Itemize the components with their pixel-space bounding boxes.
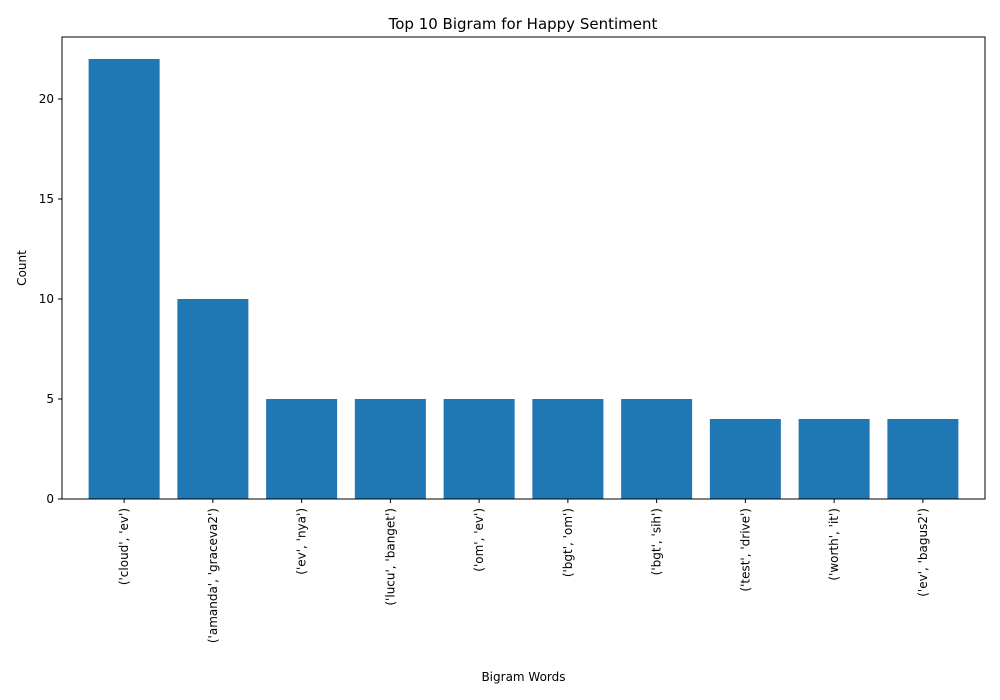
bar-8 [798,419,870,499]
x-tick-label: ('om', 'ev') [472,508,486,572]
bar-9 [887,419,959,499]
bar-5 [532,399,604,499]
y-tick-label: 15 [39,192,54,206]
x-tick-label: ('bgt', 'om') [561,508,575,577]
bar-7 [709,419,781,499]
chart-title: Top 10 Bigram for Happy Sentiment [388,15,658,33]
y-axis: 0 5 10 15 20 [39,92,62,506]
x-tick-label: ('test', 'drive') [738,508,752,592]
x-tick-label: ('lucu', 'banget') [383,508,397,606]
bar-1 [177,299,249,499]
y-tick-label: 0 [46,492,54,506]
x-tick-label: ('bgt', 'sih') [650,508,664,575]
x-tick-label: ('worth', 'it') [827,508,841,581]
y-tick-label: 5 [46,392,54,406]
x-tick-label: ('ev', 'bagus2') [916,508,930,597]
bars-group [88,59,959,499]
x-tick-label: ('ev', 'nya') [295,508,309,575]
x-axis: ('cloud', 'ev') ('amanda', 'graceva2') ('e… [117,499,930,643]
bar-6 [621,399,693,499]
bar-4 [443,399,515,499]
bar-3 [354,399,426,499]
bar-0 [88,59,160,499]
y-tick-label: 20 [39,92,54,106]
bar-2 [266,399,338,499]
y-axis-label: Count [15,250,29,286]
x-axis-label: Bigram Words [481,670,565,684]
x-tick-label: ('cloud', 'ev') [117,508,131,585]
plot-frame [61,36,986,500]
y-tick-label: 10 [39,292,54,306]
x-tick-label: ('amanda', 'graceva2') [206,508,220,643]
